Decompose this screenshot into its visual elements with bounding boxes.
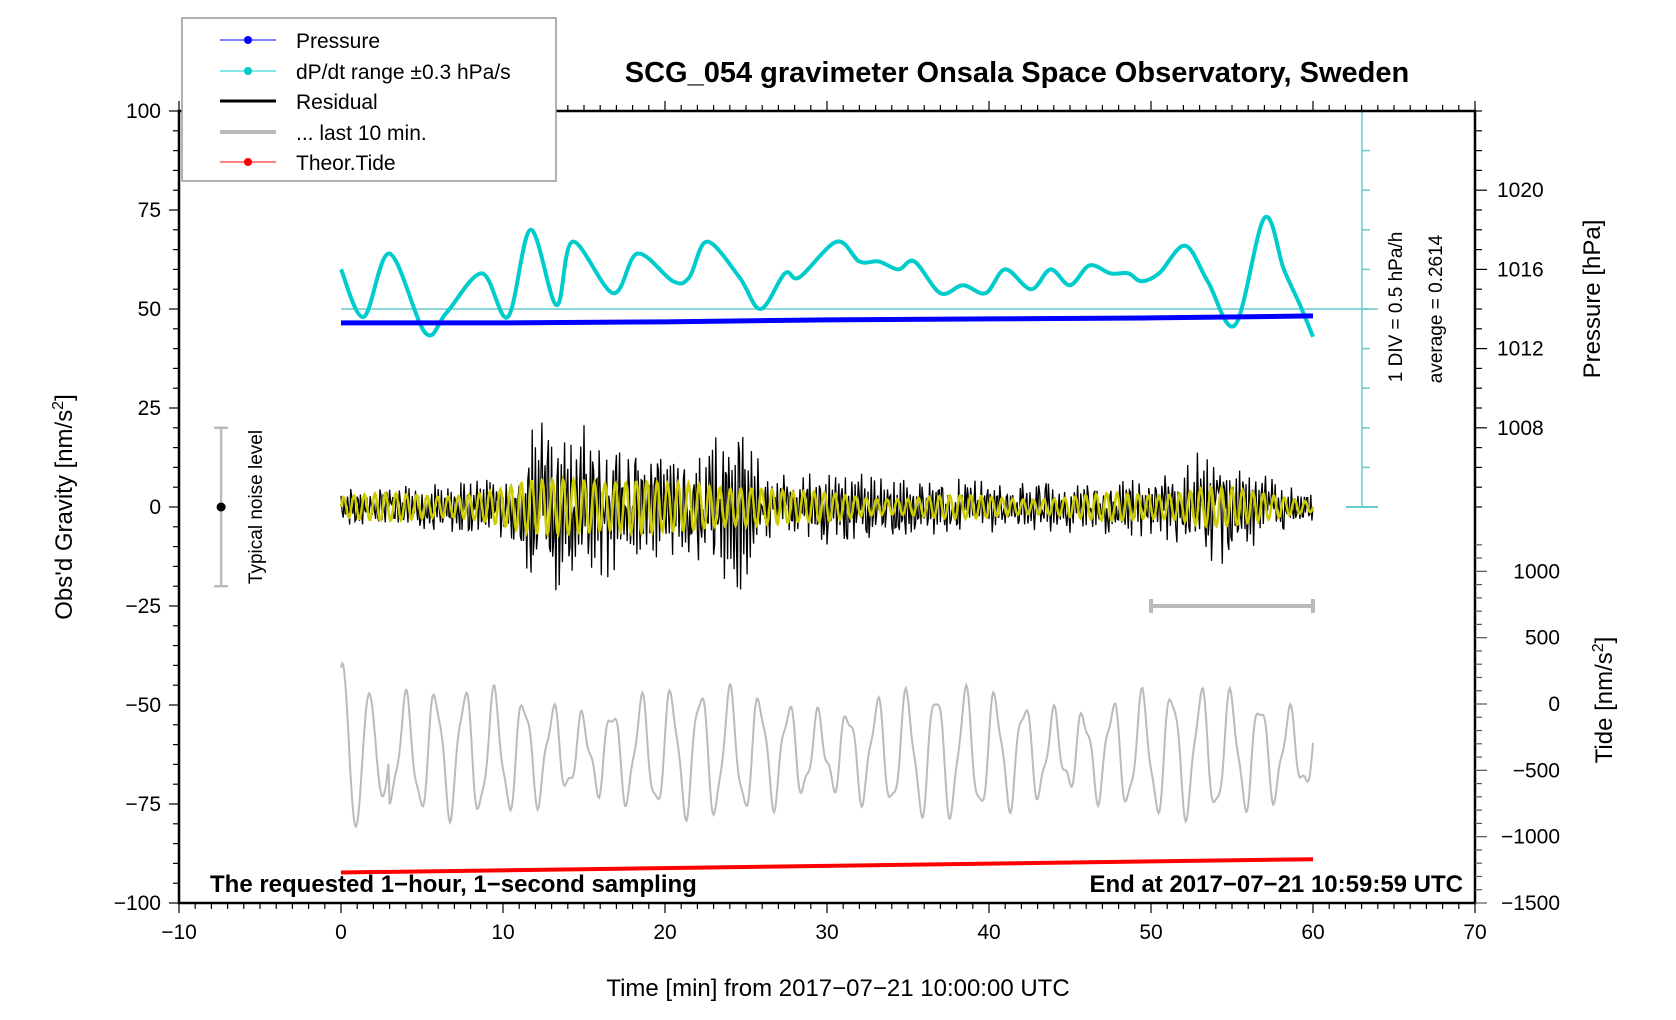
x-tick-label: 50 xyxy=(1139,921,1162,944)
x-tick-label: 10 xyxy=(491,921,514,944)
average-label: average = 0.2614 xyxy=(1426,234,1447,383)
legend-label-dpdt: dP/dt range ±0.3 hPa/s xyxy=(296,61,511,84)
axes: −10 0 10 20 30 40 50 60 701007550250−25−50−75−10… xyxy=(114,100,1560,944)
tide-series-line xyxy=(340,857,1314,875)
tide-tick-label: 1000 xyxy=(1513,560,1560,583)
legend-marker xyxy=(244,36,252,44)
y-tick-label: −75 xyxy=(125,793,161,816)
x-tick-label: 0 xyxy=(335,921,347,944)
y-tick-label: 25 xyxy=(138,397,161,420)
y-axis-title-end: ] xyxy=(51,394,78,401)
pressure-axis-title: Pressure [hPa] xyxy=(1579,220,1606,379)
y-tick-label: −100 xyxy=(114,892,161,915)
pressure-tick-label: 1008 xyxy=(1497,417,1544,440)
legend: Pressure dP/dt range ±0.3 hPa/s Residual… xyxy=(181,17,557,182)
plot-content xyxy=(214,110,1378,875)
pressure-tick-label: 1012 xyxy=(1497,338,1544,361)
y-tick-label: 50 xyxy=(138,298,161,321)
y-axis-title-sup: 2 xyxy=(50,401,67,410)
noise-bar-dot xyxy=(216,502,226,512)
x-tick-label: −10 xyxy=(161,921,197,944)
bottom-right-note: End at 2017−07−21 10:59:59 UTC xyxy=(1089,871,1463,898)
x-tick-label: 70 xyxy=(1463,921,1486,944)
x-tick-label: 60 xyxy=(1301,921,1324,944)
chart-title: SCG_054 gravimeter Onsala Space Observat… xyxy=(625,57,1409,89)
tide-tick-label: 500 xyxy=(1525,627,1560,650)
legend-marker xyxy=(244,158,252,166)
tide-tick-label: 0 xyxy=(1548,693,1560,716)
legend-label-last-10-min: ... last 10 min. xyxy=(296,122,427,145)
tide-tick-label: −1000 xyxy=(1501,826,1560,849)
legend-label-pressure: Pressure xyxy=(296,30,380,53)
tide-axis-title: Tide [nm/s2] xyxy=(1590,637,1618,764)
x-axis-title: Time [min] from 2017−07−21 10:00:00 UTC xyxy=(606,975,1069,1002)
pressure-tick-label: 1020 xyxy=(1497,179,1544,202)
x-tick-label: 40 xyxy=(977,921,1000,944)
legend-marker xyxy=(244,67,252,75)
bottom-left-note: The requested 1−hour, 1−second sampling xyxy=(210,871,697,898)
y-tick-label: 75 xyxy=(138,199,161,222)
y-tick-label: −50 xyxy=(125,694,161,717)
last-10-min-series-line xyxy=(340,661,1314,829)
legend-label-theor-tide: Theor.Tide xyxy=(296,152,396,175)
y-tick-label: 100 xyxy=(126,100,161,123)
noise-level-label: Typical noise level xyxy=(246,430,267,584)
y-axis-title: Obs'd Gravity [nm/s2] xyxy=(50,394,78,620)
y-axis-title-main: Obs'd Gravity [nm/s xyxy=(51,410,78,620)
x-tick-label: 30 xyxy=(815,921,838,944)
tide-axis-title-main: Tide [nm/s xyxy=(1591,652,1618,763)
tide-axis-title-sup: 2 xyxy=(1590,643,1607,652)
y-tick-label: −25 xyxy=(125,595,161,618)
tide-axis-title-end: ] xyxy=(1591,637,1618,644)
legend-label-residual: Residual xyxy=(296,91,378,114)
tide-tick-label: −1500 xyxy=(1501,892,1560,915)
div-label: 1 DIV = 0.5 hPa/h xyxy=(1386,232,1407,383)
pressure-series-line xyxy=(341,313,1314,326)
tide-tick-label: −500 xyxy=(1513,759,1560,782)
x-tick-label: 20 xyxy=(653,921,676,944)
legend-items xyxy=(220,36,276,166)
y-tick-label: 0 xyxy=(149,496,161,519)
pressure-tick-label: 1016 xyxy=(1497,258,1544,281)
dpdt-series-line xyxy=(339,214,1315,338)
filtered-residual-series-line xyxy=(339,474,1315,539)
